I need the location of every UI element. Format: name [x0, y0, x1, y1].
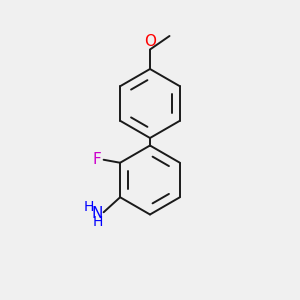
Text: N: N: [92, 206, 103, 221]
Text: H: H: [92, 215, 103, 229]
Text: O: O: [144, 34, 156, 49]
Text: H: H: [84, 200, 94, 214]
Text: F: F: [92, 152, 101, 167]
